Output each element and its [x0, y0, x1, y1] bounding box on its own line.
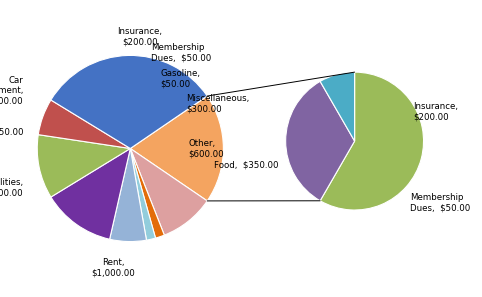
- Text: Insurance,
$200.00: Insurance, $200.00: [117, 27, 162, 46]
- Wedge shape: [109, 148, 147, 241]
- Text: Insurance,
$200.00: Insurance, $200.00: [413, 102, 458, 122]
- Text: Food,  $350.00: Food, $350.00: [214, 161, 279, 170]
- Wedge shape: [130, 148, 164, 238]
- Text: Miscellaneous,
$300.00: Miscellaneous, $300.00: [186, 94, 249, 113]
- Wedge shape: [37, 135, 130, 197]
- Text: Utilities,
$200.00: Utilities, $200.00: [0, 178, 23, 197]
- Text: Car
Payment,
$400.00: Car Payment, $400.00: [0, 76, 23, 106]
- Wedge shape: [320, 72, 424, 210]
- Text: Membership
Dues,  $50.00: Membership Dues, $50.00: [151, 43, 211, 63]
- Wedge shape: [320, 72, 355, 141]
- Wedge shape: [51, 56, 207, 148]
- Wedge shape: [38, 100, 130, 148]
- Wedge shape: [51, 148, 130, 239]
- Text: Membership
Dues,  $50.00: Membership Dues, $50.00: [410, 193, 470, 213]
- Wedge shape: [130, 148, 156, 240]
- Text: Other,
$600.00: Other, $600.00: [188, 139, 224, 158]
- Wedge shape: [130, 148, 207, 235]
- Wedge shape: [286, 81, 355, 201]
- Text: Gasoline,
$50.00: Gasoline, $50.00: [160, 69, 200, 89]
- Wedge shape: [130, 96, 223, 201]
- Text: Food,  $350.00: Food, $350.00: [0, 127, 23, 136]
- Text: Rent,
$1,000.00: Rent, $1,000.00: [92, 258, 135, 278]
